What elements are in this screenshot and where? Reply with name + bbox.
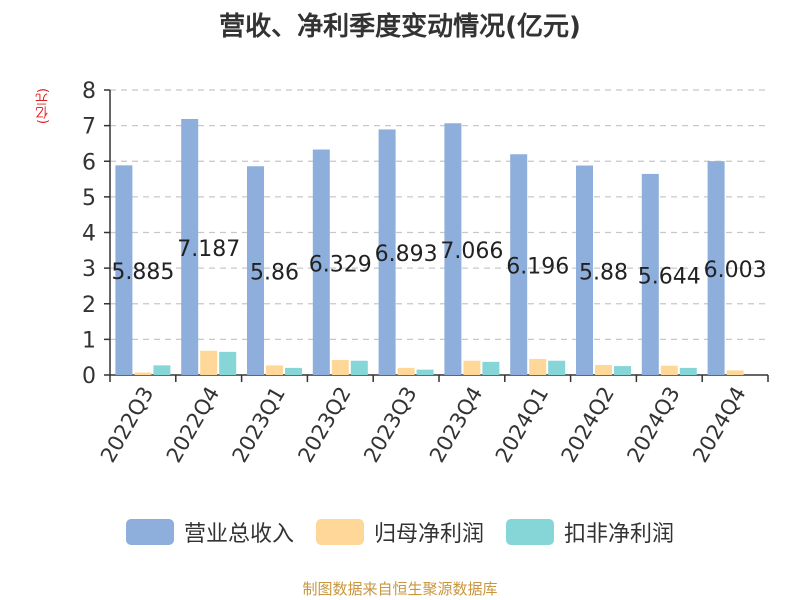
x-tick-label: 2023Q2	[293, 383, 355, 467]
x-tick-label: 2024Q2	[557, 383, 619, 467]
y-tick-label: 2	[82, 293, 96, 318]
bar-deducted-profit	[416, 369, 434, 375]
x-tick-label: 2022Q3	[96, 383, 158, 467]
x-tick-label: 2023Q4	[425, 383, 487, 467]
chart-title: 营收、净利季度变动情况(亿元)	[219, 12, 581, 42]
y-tick-label: 8	[82, 79, 96, 104]
x-tick-label: 2024Q1	[491, 383, 553, 467]
bar-net-profit	[200, 350, 218, 375]
bar-deducted-profit	[285, 367, 302, 375]
bar-revenue	[247, 166, 264, 375]
bar-net-profit	[397, 367, 415, 375]
data-label: 7.187	[177, 237, 240, 262]
data-label: 6.893	[375, 242, 438, 267]
x-tick-label: 2023Q3	[359, 383, 421, 467]
x-tick-label: 2022Q4	[162, 383, 224, 467]
legend-label-revenue: 营业总收入	[183, 522, 294, 547]
bar-net-profit	[726, 370, 744, 375]
bar-revenue	[181, 118, 199, 375]
bar-deducted-profit	[219, 351, 237, 375]
y-tick-label: 3	[82, 257, 96, 282]
y-tick-label: 6	[82, 150, 96, 175]
legend-label-deducted-profit: 扣非净利润	[564, 522, 675, 547]
bar-deducted-profit	[153, 365, 171, 375]
bar-revenue	[312, 149, 330, 375]
bar-revenue	[576, 165, 593, 375]
legend: 营业总收入 归母净利润 扣非净利润	[0, 516, 800, 548]
bar-net-profit	[463, 360, 481, 375]
legend-item-net-profit[interactable]: 归母净利润	[315, 516, 484, 548]
legend-label-net-profit: 归母净利润	[373, 522, 484, 547]
bar-revenue	[115, 165, 133, 375]
legend-swatch-deducted-profit	[506, 519, 554, 545]
data-label: 5.88	[579, 260, 628, 285]
bar-deducted-profit	[614, 366, 631, 375]
data-label: 5.86	[250, 261, 299, 286]
x-tick-label: 2024Q3	[622, 383, 684, 467]
bar-revenue	[641, 173, 659, 375]
bar-revenue	[707, 161, 725, 375]
legend-swatch-revenue	[125, 519, 174, 545]
y-tick-label: 5	[82, 186, 96, 211]
legend-swatch-net-profit	[315, 519, 364, 545]
bar-revenue	[378, 129, 396, 375]
x-tick-label: 2023Q1	[228, 383, 290, 467]
bar-deducted-profit	[679, 367, 697, 375]
x-tick-label: 2024Q4	[688, 383, 750, 467]
bar-net-profit	[134, 372, 152, 375]
bar-deducted-profit	[482, 361, 500, 375]
bar-net-profit	[331, 360, 349, 375]
legend-item-revenue[interactable]: 营业总收入	[125, 516, 294, 548]
bar-revenue	[510, 154, 528, 375]
data-label: 7.066	[440, 239, 503, 264]
y-tick-label: 4	[82, 222, 96, 247]
bar-net-profit	[595, 365, 612, 375]
bar-deducted-profit	[350, 360, 368, 375]
bar-revenue	[444, 123, 462, 376]
bar-net-profit	[660, 365, 678, 375]
data-label: 6.003	[704, 258, 767, 283]
data-label: 6.196	[506, 255, 569, 280]
y-tick-label: 1	[82, 328, 96, 353]
bar-deducted-profit	[548, 360, 566, 375]
data-label: 5.644	[638, 264, 701, 289]
data-label: 5.885	[111, 260, 174, 285]
data-label: 6.329	[309, 252, 372, 277]
data-source-note: 制图数据来自恒生聚源数据库	[302, 580, 498, 598]
legend-item-deducted-profit[interactable]: 扣非净利润	[506, 516, 674, 548]
bar-net-profit	[266, 365, 283, 375]
bar-net-profit	[529, 358, 547, 375]
y-tick-label: 0	[82, 364, 96, 389]
y-tick-label: 7	[82, 115, 96, 140]
